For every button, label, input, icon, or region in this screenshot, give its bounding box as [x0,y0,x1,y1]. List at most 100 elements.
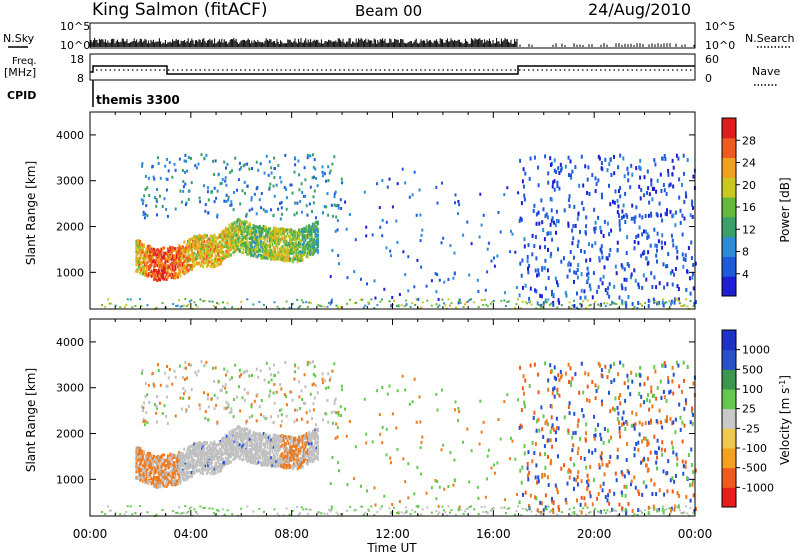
velocity-cell [252,456,255,460]
velocity-cell [247,455,250,459]
power-cell [658,300,661,305]
velocity-cell [291,459,294,462]
power-cell [236,220,239,224]
power-cell [298,258,300,262]
velocity-cell [216,457,218,461]
power-cell [606,291,609,296]
velocity-cell [284,442,287,446]
power-cell [480,299,483,301]
power-cell [233,191,236,194]
power-cell [257,225,260,229]
velocity-cell [137,449,140,453]
velocity-cell [163,470,166,474]
velocity-cell [261,434,264,437]
power-cell [141,261,144,265]
power-cell [168,258,171,262]
velocity-cell [178,461,181,465]
power-cell [261,246,264,250]
power-cell [608,253,611,258]
power-cell [232,235,235,239]
power-cell [558,186,561,191]
velocity-cell [224,437,227,441]
velocity-cell [281,464,284,468]
power-cell [595,182,598,186]
power-cell [263,242,266,246]
power-cell [189,266,192,270]
power-cell [642,251,644,256]
power-cell [257,239,260,242]
power-cell [198,246,201,250]
velocity-cell [234,455,237,459]
power-cell [648,300,651,303]
power-cell [251,167,253,170]
power-cell [146,266,149,269]
power-cell [346,302,349,305]
power-cell [630,272,633,277]
power-cell [155,204,158,208]
power-cell [183,255,186,259]
velocity-cell [159,470,162,474]
velocity-cell [291,465,294,469]
power-cell [184,259,187,263]
velocity-cell [231,439,234,443]
power-cell [223,241,226,245]
power-cell [224,249,227,253]
velocity-cell [136,464,139,468]
power-cell [148,244,150,248]
power-cell [312,175,315,179]
power-cell [141,257,144,261]
power-cell [137,251,140,254]
velocity-cell [237,441,240,445]
velocity-cell [262,434,265,438]
power-cell [171,256,174,260]
power-cell [185,260,188,263]
power-cell [217,258,220,262]
power-cell [391,205,394,209]
power-cell [683,199,686,204]
power-cell [359,298,362,301]
power-cell [564,290,567,295]
power-cell [287,235,290,238]
power-cell [274,239,276,243]
power-cell [229,240,232,244]
velocity-cell [271,445,274,449]
velocity-cell [192,449,195,453]
power-cell [520,273,523,278]
velocity-cell [255,452,258,456]
power-cell [305,204,308,208]
velocity-cell [146,454,149,458]
velocity-cell [165,472,168,476]
power-cell [619,194,622,199]
power-cell [187,269,190,273]
power-cell [667,252,670,257]
velocity-cell [277,457,280,461]
power-cell [207,186,209,190]
power-cell [139,262,142,266]
power-cell [589,257,592,262]
power-cell [316,227,319,231]
velocity-cell [276,457,279,461]
velocity-cell [219,441,222,445]
velocity-cell [255,457,258,460]
power-cell [276,241,279,245]
velocity-cell [228,445,231,448]
power-cell [265,154,268,158]
power-cell [580,288,583,293]
power-cell [638,184,641,189]
velocity-cell [284,436,287,440]
power-cell [148,273,150,277]
power-cell [315,242,318,246]
power-cell [613,200,616,205]
power-cell [286,257,289,261]
power-cell [252,303,255,306]
power-cell [252,224,255,227]
power-cell [321,165,324,169]
power-cell [269,253,271,257]
power-cell [185,267,188,271]
power-cell [221,238,224,242]
power-cell [617,204,620,209]
power-cell [160,266,163,269]
power-cell [139,271,142,275]
power-cell [241,251,244,255]
power-cell [207,198,210,202]
